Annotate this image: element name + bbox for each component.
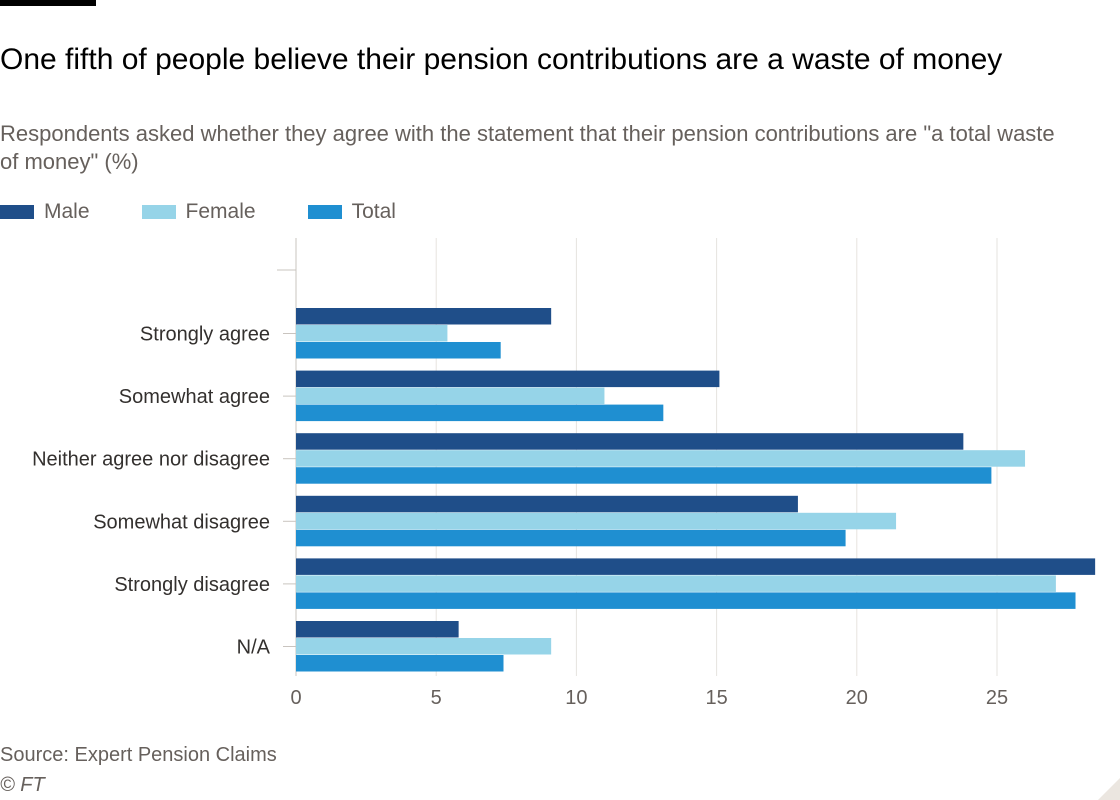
bar-male: [296, 433, 964, 450]
bar-chart: Strongly agree Somewhat agree Neither agre…: [32, 238, 1096, 709]
bar-male: [296, 621, 459, 638]
category-label: Strongly agree: [140, 324, 270, 346]
legend-label: Male: [44, 200, 90, 223]
bar-total: [296, 404, 664, 422]
bar-female: [296, 387, 605, 405]
category-label: Strongly disagree: [114, 574, 270, 596]
x-tick-label: 15: [705, 687, 727, 709]
category-label: N/A: [237, 637, 271, 659]
legend-label: Female: [185, 200, 256, 223]
bar-female: [296, 638, 552, 655]
category-label: Somewhat agree: [119, 386, 270, 408]
bar-total: [296, 655, 504, 672]
page-corner: [1098, 778, 1120, 800]
bar-female: [296, 575, 1056, 592]
bar-female: [296, 512, 897, 530]
legend-item-total: Total: [307, 200, 396, 224]
bar-total: [296, 342, 501, 359]
bar-female: [296, 450, 1026, 467]
source-note: Source: Expert Pension Claims: [0, 744, 277, 766]
x-tick-label: 5: [431, 687, 442, 709]
legend-label: Total: [351, 200, 396, 223]
bar-male: [296, 558, 1096, 575]
bar-male: [296, 495, 798, 513]
x-tick-label: 0: [290, 687, 301, 709]
brand-bar: [0, 0, 96, 6]
legend: Male Female Total: [0, 198, 448, 226]
legend-swatch: [0, 205, 34, 219]
x-tick-label: 25: [986, 687, 1008, 709]
bar-total: [296, 467, 992, 484]
bar-male: [296, 370, 720, 388]
bar-total: [296, 529, 846, 547]
x-tick-label: 10: [565, 687, 587, 709]
category-label: Neither agree nor disagree: [32, 449, 270, 471]
x-tick-label: 20: [846, 687, 868, 709]
copyright-note: © FT: [0, 774, 45, 796]
legend-swatch: [307, 205, 342, 219]
legend-item-male: Male: [0, 200, 90, 224]
legend-item-female: Female: [141, 200, 256, 224]
category-label: Somewhat disagree: [93, 511, 270, 533]
chart-title: One fifth of people believe their pensio…: [0, 43, 1003, 77]
chart-subtitle: Respondents asked whether they agree wit…: [0, 121, 1055, 174]
bar-male: [296, 308, 552, 325]
bar-female: [296, 325, 448, 342]
legend-swatch: [141, 205, 176, 219]
bar-total: [296, 592, 1076, 609]
